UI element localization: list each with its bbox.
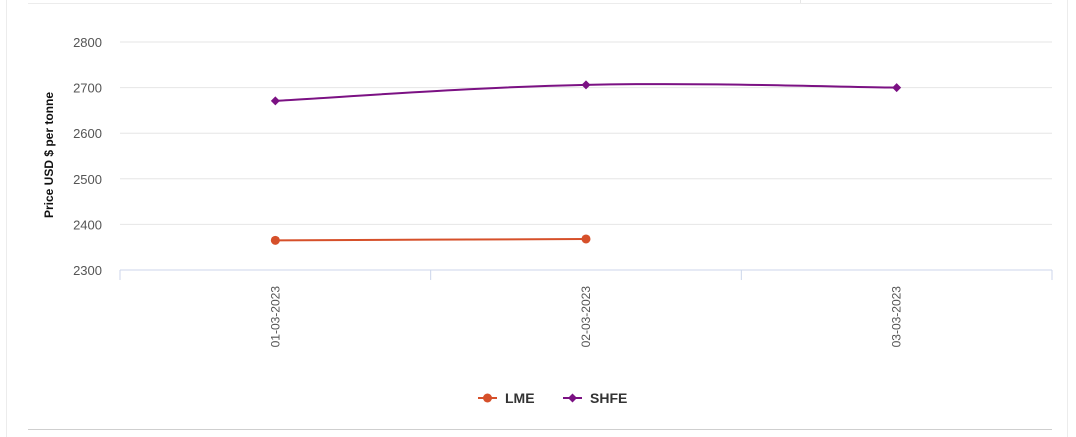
series-group: [270, 80, 902, 245]
y-tick-label: 2400: [73, 217, 102, 232]
chart-panel: [6, 0, 1068, 437]
x-tick-label: 02-03-2023: [579, 286, 593, 348]
x-axis: 01-03-2023 02-03-2023 03-03-2023: [119, 269, 1053, 348]
y-tick-label: 2600: [73, 126, 102, 141]
y-axis-ticks: 2300 2400 2500 2600 2700 2800: [73, 35, 102, 278]
series-line-lme: [275, 237, 587, 242]
top-divider-tick: [800, 0, 801, 3]
legend-label: LME: [505, 390, 535, 406]
y-axis-label: Price USD $ per tonne: [42, 92, 56, 218]
legend-marker: [483, 393, 492, 403]
y-tick-label: 2300: [73, 263, 102, 278]
y-tick-label: 2500: [73, 172, 102, 187]
x-tick-label: 03-03-2023: [890, 286, 904, 348]
legend-item-shfe: SHFE: [563, 390, 627, 406]
data-point-shfe: [270, 96, 280, 106]
y-tick-label: 2700: [73, 81, 102, 96]
x-tick-label: 01-03-2023: [268, 286, 282, 348]
legend-item-lme: LME: [478, 390, 535, 406]
legend: LME SHFE: [478, 390, 627, 406]
data-point-shfe: [581, 80, 591, 90]
legend-label: SHFE: [590, 390, 627, 406]
data-point-lme: [270, 235, 280, 245]
y-tick-label: 2800: [73, 35, 102, 50]
top-divider: [28, 3, 1052, 4]
grid-lines: [120, 41, 1052, 225]
bottom-divider: [28, 429, 1052, 430]
data-point-shfe: [892, 83, 902, 93]
data-point-lme: [581, 234, 591, 244]
legend-marker: [568, 393, 577, 403]
